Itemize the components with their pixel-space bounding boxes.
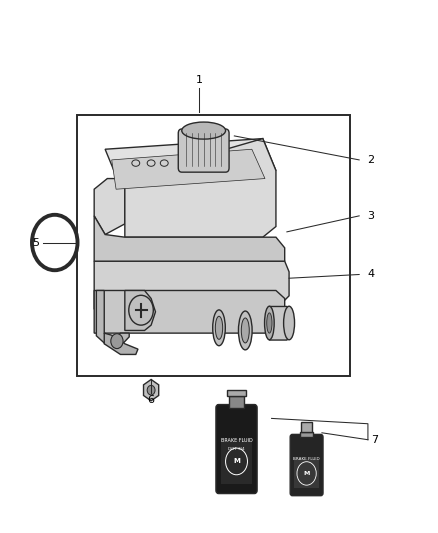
FancyBboxPatch shape	[178, 129, 229, 172]
Text: BRAKE FLUID: BRAKE FLUID	[293, 457, 320, 462]
Ellipse shape	[147, 160, 155, 166]
Text: 2: 2	[367, 155, 374, 165]
Polygon shape	[104, 333, 138, 354]
Text: M: M	[233, 458, 240, 464]
Text: 1: 1	[196, 75, 203, 85]
Ellipse shape	[182, 151, 226, 169]
Polygon shape	[112, 149, 265, 189]
Ellipse shape	[265, 306, 274, 340]
FancyBboxPatch shape	[290, 434, 323, 496]
Ellipse shape	[267, 313, 272, 333]
Ellipse shape	[284, 306, 295, 340]
Bar	[227, 390, 246, 396]
Polygon shape	[269, 306, 291, 340]
Text: M: M	[304, 471, 310, 476]
FancyBboxPatch shape	[216, 405, 257, 494]
Polygon shape	[94, 179, 125, 235]
Ellipse shape	[241, 318, 249, 343]
Ellipse shape	[238, 311, 252, 350]
Polygon shape	[125, 139, 276, 237]
Bar	[294, 458, 319, 488]
Circle shape	[147, 385, 155, 395]
Polygon shape	[105, 139, 276, 181]
Text: 6: 6	[148, 395, 155, 406]
Text: 4: 4	[367, 270, 374, 279]
Text: 5: 5	[32, 238, 39, 247]
Polygon shape	[94, 216, 285, 261]
Bar	[221, 439, 252, 484]
Bar	[229, 396, 244, 408]
Polygon shape	[94, 290, 285, 333]
Ellipse shape	[160, 160, 168, 166]
Text: 3: 3	[367, 211, 374, 221]
Polygon shape	[125, 290, 155, 330]
Polygon shape	[94, 261, 289, 309]
Circle shape	[111, 334, 123, 349]
Ellipse shape	[132, 160, 140, 166]
Text: DOT 3/4: DOT 3/4	[228, 447, 245, 451]
Bar	[301, 422, 312, 432]
Ellipse shape	[213, 310, 225, 346]
Ellipse shape	[215, 316, 223, 340]
Text: 7: 7	[371, 435, 378, 445]
Polygon shape	[96, 290, 129, 344]
Polygon shape	[144, 379, 159, 401]
Ellipse shape	[182, 122, 226, 139]
Bar	[300, 432, 313, 437]
Bar	[77, 115, 350, 376]
Text: BRAKE FLUID: BRAKE FLUID	[221, 438, 252, 443]
